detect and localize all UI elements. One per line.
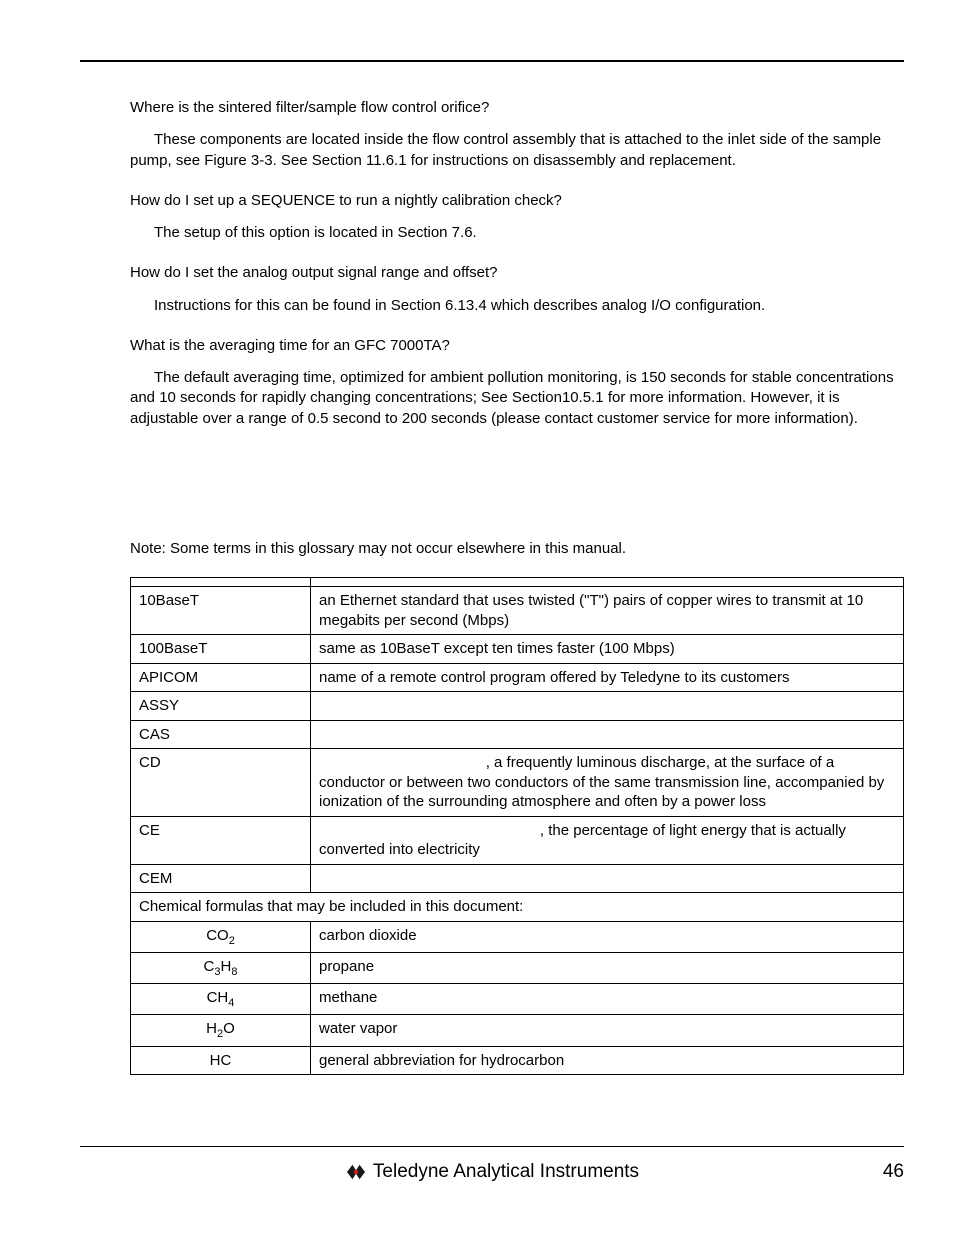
table-header-row — [131, 578, 904, 587]
glossary-term: 100BaseT — [131, 635, 311, 664]
footer-company: Teledyne Analytical Instruments — [373, 1161, 639, 1183]
glossary-desc: , a frequently luminous discharge, at th… — [311, 749, 904, 817]
chem-header: Chemical formulas that may be included i… — [131, 893, 904, 922]
chem-desc: carbon dioxide — [311, 921, 904, 952]
glossary-term: ASSY — [131, 692, 311, 721]
table-row: CAS — [131, 720, 904, 749]
chem-formula: HC — [131, 1046, 311, 1075]
faq-question: How do I set the analog output signal ra… — [130, 263, 904, 283]
glossary-table: 10BaseTan Ethernet standard that uses tw… — [130, 577, 904, 1075]
table-row: ASSY — [131, 692, 904, 721]
faq-question: What is the averaging time for an GFC 70… — [130, 336, 904, 356]
table-row: 10BaseTan Ethernet standard that uses tw… — [131, 587, 904, 635]
table-header-term — [131, 578, 311, 587]
chem-formula: CO2 — [131, 921, 311, 952]
glossary-desc: an Ethernet standard that uses twisted (… — [311, 587, 904, 635]
glossary-term: CE — [131, 816, 311, 864]
chem-desc: water vapor — [311, 1015, 904, 1046]
faq-answer: Instructions for this can be found in Se… — [130, 296, 904, 316]
table-row: CE , the percentage of light energy that… — [131, 816, 904, 864]
body-content: Where is the sintered filter/sample flow… — [80, 98, 904, 1075]
glossary-desc — [311, 692, 904, 721]
table-row: HCgeneral abbreviation for hydrocarbon — [131, 1046, 904, 1075]
chem-formula: H2O — [131, 1015, 311, 1046]
chem-formula: CH4 — [131, 984, 311, 1015]
page-footer: Teledyne Analytical Instruments 46 — [80, 1161, 904, 1183]
faq-answer: These components are located inside the … — [130, 130, 904, 171]
glossary-note: Note: Some terms in this glossary may no… — [130, 539, 904, 559]
glossary-term: CD — [131, 749, 311, 817]
chem-desc: propane — [311, 952, 904, 983]
table-row: CD , a frequently luminous discharge, at… — [131, 749, 904, 817]
faq-answer: The setup of this option is located in S… — [130, 223, 904, 243]
chem-desc: general abbreviation for hydrocarbon — [311, 1046, 904, 1075]
faq-question: Where is the sintered filter/sample flow… — [130, 98, 904, 118]
table-row: CO2carbon dioxide — [131, 921, 904, 952]
glossary-term: CEM — [131, 864, 311, 893]
faq-answer: The default averaging time, optimized fo… — [130, 368, 904, 429]
glossary-term: APICOM — [131, 663, 311, 692]
header-rule — [80, 60, 904, 62]
chem-desc: methane — [311, 984, 904, 1015]
table-row: APICOMname of a remote control program o… — [131, 663, 904, 692]
table-row: H2Owater vapor — [131, 1015, 904, 1046]
table-row: C3H8propane — [131, 952, 904, 983]
footer-rule — [80, 1146, 904, 1147]
glossary-term: CAS — [131, 720, 311, 749]
table-row: CH4methane — [131, 984, 904, 1015]
glossary-desc: same as 10BaseT except ten times faster … — [311, 635, 904, 664]
table-header-desc — [311, 578, 904, 587]
glossary-desc: name of a remote control program offered… — [311, 663, 904, 692]
chem-formula: C3H8 — [131, 952, 311, 983]
teledyne-logo-icon — [345, 1163, 367, 1181]
glossary-term: 10BaseT — [131, 587, 311, 635]
faq-question: How do I set up a SEQUENCE to run a nigh… — [130, 191, 904, 211]
glossary-desc — [311, 720, 904, 749]
glossary-desc: , the percentage of light energy that is… — [311, 816, 904, 864]
table-section-row: Chemical formulas that may be included i… — [131, 893, 904, 922]
table-row: CEM — [131, 864, 904, 893]
glossary-desc — [311, 864, 904, 893]
table-row: 100BaseTsame as 10BaseT except ten times… — [131, 635, 904, 664]
page-number: 46 — [883, 1161, 904, 1183]
